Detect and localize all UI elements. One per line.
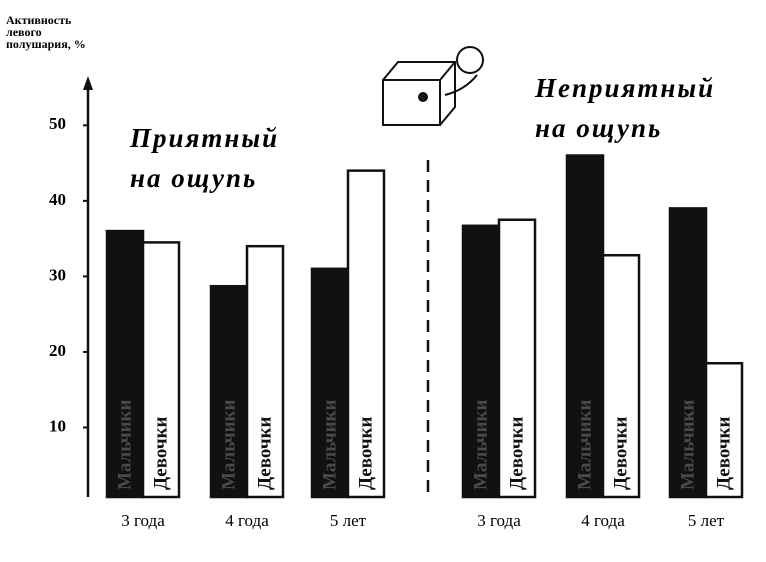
x-tick-label: 4 года — [581, 511, 625, 530]
bar-label: Мальчики — [470, 400, 491, 490]
bar — [704, 362, 744, 499]
bar-label: Девочки — [254, 416, 275, 490]
bar — [105, 229, 145, 499]
bar — [310, 267, 350, 499]
bar-label: Девочки — [355, 416, 376, 490]
bar-label: Девочки — [150, 416, 171, 490]
bar — [141, 241, 181, 499]
x-tick-label: 5 лет — [329, 511, 367, 530]
y-tick-label: 10 — [49, 416, 66, 435]
bar-label: Девочки — [506, 416, 527, 490]
annotation: Неприятный на ощупь — [535, 73, 716, 143]
bar — [668, 207, 708, 499]
x-tick-label: 4 года — [225, 511, 269, 530]
x-tick-label: 3 года — [477, 511, 521, 530]
annotation: Приятный на ощупь — [130, 123, 280, 193]
bar — [601, 253, 641, 499]
bar-label: Мальчики — [677, 400, 698, 490]
y-axis-arrow — [83, 76, 93, 90]
y-tick-label: 40 — [49, 190, 66, 209]
x-tick-label: 3 года — [121, 511, 165, 530]
bar-label: Девочки — [610, 416, 631, 490]
bar — [245, 244, 285, 499]
bar — [565, 154, 605, 499]
bar — [209, 284, 249, 499]
bar-label: Мальчики — [574, 400, 595, 490]
y-tick-label: 20 — [49, 341, 66, 360]
bar-label: Мальчики — [319, 400, 340, 490]
bar-label: Мальчики — [218, 400, 239, 490]
y-tick-label: 50 — [49, 114, 66, 133]
bar-label: Мальчики — [114, 400, 135, 490]
y-axis-label: Активность левого полушария, % — [6, 13, 86, 51]
bar — [497, 218, 537, 499]
x-tick-label: 5 лет — [687, 511, 725, 530]
bar — [346, 169, 386, 499]
y-tick-label: 30 — [49, 265, 66, 284]
box-illustration — [382, 46, 484, 126]
bar-label: Девочки — [713, 416, 734, 490]
